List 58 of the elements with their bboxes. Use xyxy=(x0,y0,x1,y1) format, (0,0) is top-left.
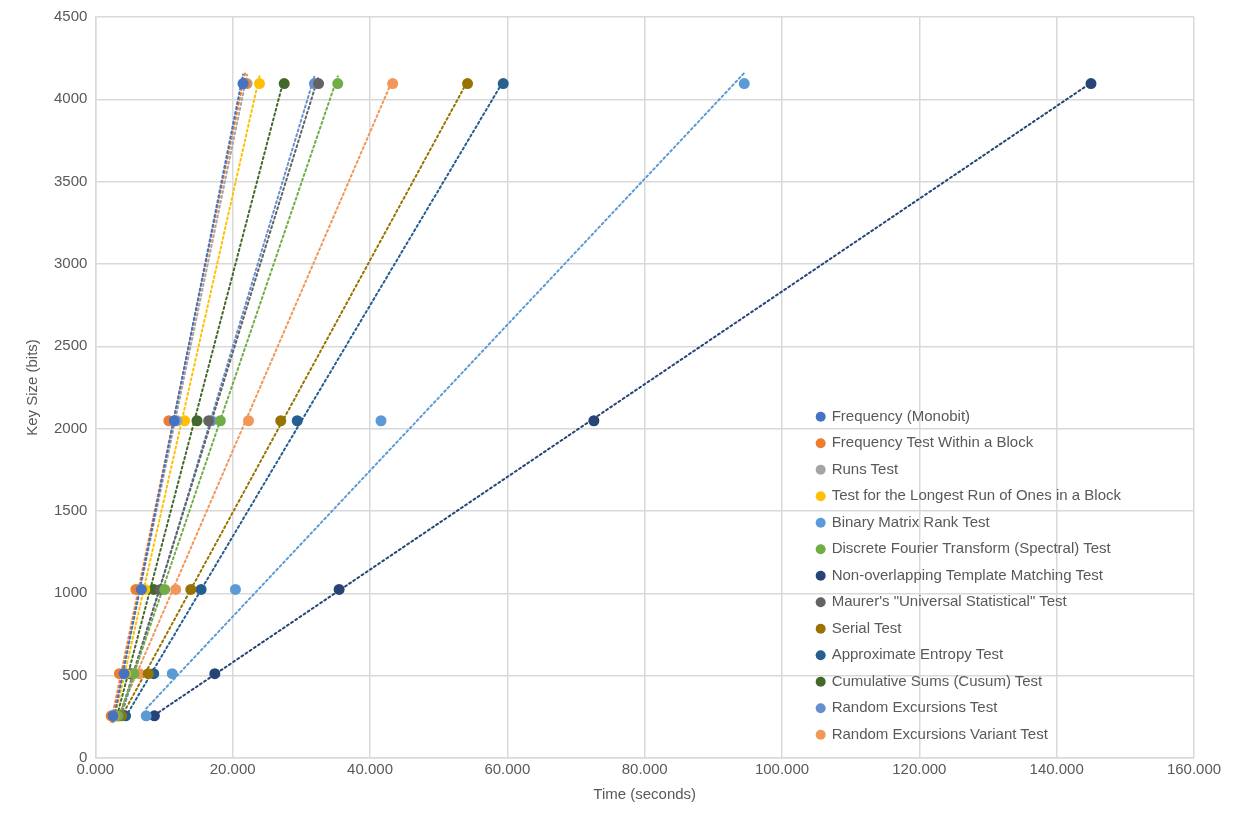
y-tick-label: 4500 xyxy=(53,7,88,25)
point xyxy=(191,415,203,427)
y-tick-label: 3500 xyxy=(53,171,88,189)
x-tick-label: 60.000 xyxy=(484,760,531,778)
legend-label: Random Excursions Variant Test xyxy=(831,724,1049,742)
point xyxy=(333,583,345,595)
legend-label: Frequency (Monobit) xyxy=(831,406,971,424)
x-axis-title: Time (seconds) xyxy=(593,785,697,803)
y-tick-label: 2000 xyxy=(53,418,88,436)
point xyxy=(142,668,154,680)
x-tick-label: 120.000 xyxy=(892,760,947,778)
point xyxy=(497,78,509,90)
point xyxy=(738,78,750,90)
point xyxy=(170,583,182,595)
point xyxy=(588,415,600,427)
point xyxy=(140,710,152,722)
legend-label: Runs Test xyxy=(831,459,899,477)
point xyxy=(229,583,241,595)
legend-label: Approximate Entropy Test xyxy=(831,645,1004,663)
legend-label: Frequency Test Within a Block xyxy=(831,433,1034,451)
legend-label: Binary Matrix Rank Test xyxy=(831,512,991,530)
point xyxy=(185,583,197,595)
point xyxy=(209,668,221,680)
legend-label: Non-overlapping Template Matching Test xyxy=(831,565,1104,583)
x-tick-label: 160.000 xyxy=(1166,760,1222,778)
legend-label: Discrete Fourier Transform (Spectral) Test xyxy=(831,539,1112,557)
y-tick-label: 1000 xyxy=(53,583,88,601)
point xyxy=(313,78,325,90)
point xyxy=(1085,78,1097,90)
y-tick-label: 2500 xyxy=(53,336,88,354)
point xyxy=(462,78,474,90)
point xyxy=(166,668,178,680)
point xyxy=(195,583,207,595)
legend-label: Cumulative Sums (Cusum) Test xyxy=(831,671,1044,689)
point xyxy=(275,415,287,427)
y-tick-label: 1500 xyxy=(53,501,88,519)
y-axis-title: Key Size (bits) xyxy=(23,339,41,436)
x-tick-label: 140.000 xyxy=(1029,760,1084,778)
point xyxy=(278,78,290,90)
point xyxy=(387,78,399,90)
x-tick-label: 20.000 xyxy=(209,760,256,778)
point xyxy=(159,583,171,595)
legend-label: Test for the Longest Run of Ones in a Block xyxy=(831,486,1122,504)
y-tick-label: 3000 xyxy=(53,254,88,272)
legend-label: Random Excursions Test xyxy=(831,698,999,716)
legend-label: Serial Test xyxy=(831,618,903,636)
point xyxy=(291,415,303,427)
point xyxy=(253,78,265,90)
x-tick-label: 100.000 xyxy=(754,760,810,778)
y-tick-label: 500 xyxy=(62,665,88,683)
y-tick-label: 4000 xyxy=(53,89,88,107)
point xyxy=(332,78,344,90)
point xyxy=(214,415,226,427)
point xyxy=(242,415,254,427)
x-tick-label: 80.000 xyxy=(621,760,668,778)
point xyxy=(375,415,387,427)
x-tick-label: 40.000 xyxy=(347,760,393,778)
legend-label: Maurer's "Universal Statistical" Test xyxy=(831,592,1068,610)
